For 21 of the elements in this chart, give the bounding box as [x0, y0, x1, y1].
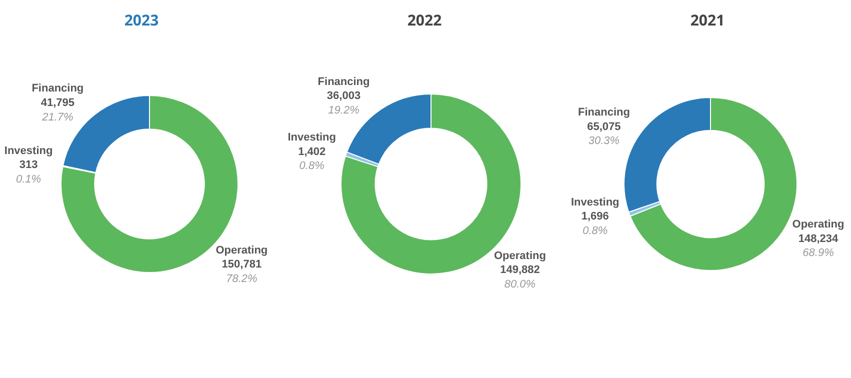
- data-label: 65,075 30.3%: [587, 120, 621, 148]
- slice-label: Financing: [578, 106, 630, 119]
- slice-label: Investing: [288, 131, 336, 144]
- data-label: 41,795 21.7%: [40, 96, 75, 124]
- slice-label: Investing: [570, 196, 620, 208]
- slice-label: Investing: [4, 144, 53, 157]
- data-label: 313 0.1%: [16, 159, 42, 186]
- data-label: 149,882 80.0%: [500, 264, 540, 290]
- slice-label: Financing: [318, 76, 370, 88]
- data-label: 148,234 68.9%: [798, 232, 840, 260]
- slice-label: Operating: [216, 244, 268, 256]
- data-label: 150,781 78.2%: [222, 258, 262, 285]
- slice-label: Operating: [494, 250, 546, 262]
- slice-label: Operating: [792, 218, 844, 231]
- slice-label: Financing: [32, 82, 84, 95]
- data-label: 1,696 0.8%: [581, 210, 609, 237]
- data-label: 36,003 19.2%: [326, 90, 361, 116]
- chart-title: 2021: [690, 10, 725, 31]
- data-label: 1,402 0.8%: [298, 146, 326, 172]
- chart-title: 2022: [407, 10, 442, 31]
- chart-title: 2023: [124, 10, 159, 31]
